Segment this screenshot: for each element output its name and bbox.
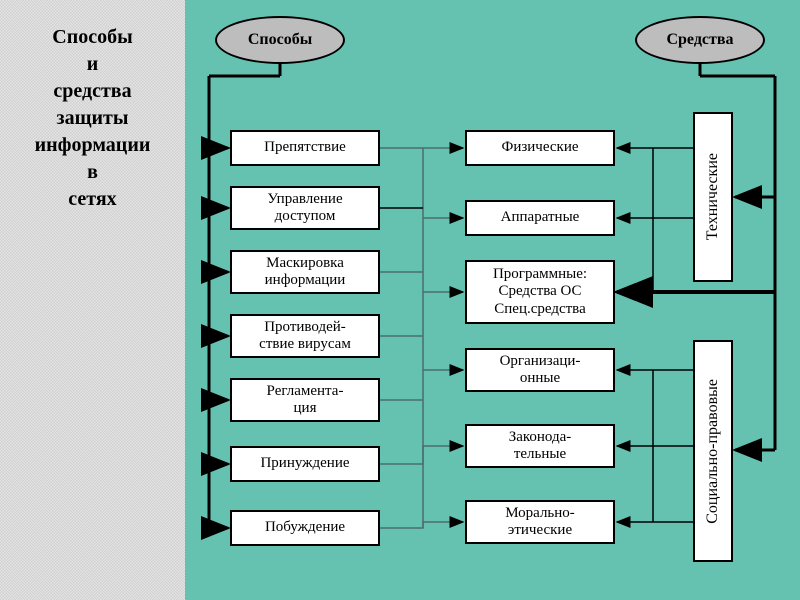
box-physical: Физические xyxy=(465,130,615,166)
diagram-panel: Способы Средства Препятствие Управлениедост… xyxy=(185,0,800,600)
left-panel: Способыисредствазащитыинформациивсетях xyxy=(0,0,185,600)
vbox-social: Социально-правовые xyxy=(693,340,733,562)
box-software: Программные:Средства ОССпец.средства xyxy=(465,260,615,324)
box-access: Управлениедоступом xyxy=(230,186,380,230)
box-moral: Морально-этические xyxy=(465,500,615,544)
box-legal: Законода-тельные xyxy=(465,424,615,468)
box-reglament: Регламента-ция xyxy=(230,378,380,422)
box-compulsion: Принуждение xyxy=(230,446,380,482)
vbox-technical: Технические xyxy=(693,112,733,282)
page-title: Способыисредствазащитыинформациивсетях xyxy=(0,24,185,213)
box-masking: Маскировкаинформации xyxy=(230,250,380,294)
ellipse-methods: Способы xyxy=(215,16,345,64)
box-obstacle: Препятствие xyxy=(230,130,380,166)
box-antivirus: Противодей-ствие вирусам xyxy=(230,314,380,358)
ellipse-means: Средства xyxy=(635,16,765,64)
box-motivation: Побуждение xyxy=(230,510,380,546)
box-org: Организаци-онные xyxy=(465,348,615,392)
box-hardware: Аппаратные xyxy=(465,200,615,236)
